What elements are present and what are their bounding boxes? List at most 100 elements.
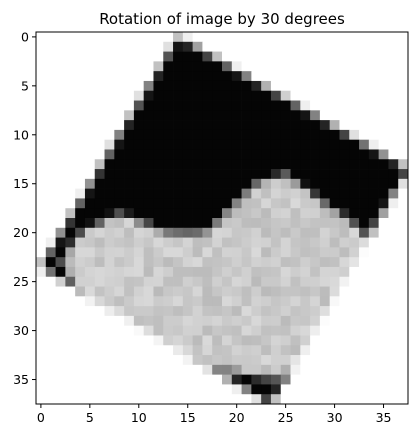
pixel-cell [153, 286, 164, 297]
pixel-cell [251, 110, 262, 121]
pixel-cell [182, 306, 193, 317]
pixel-cell [182, 325, 193, 336]
pixel-cell [349, 247, 360, 258]
pixel-cell [94, 394, 105, 405]
pixel-cell [378, 169, 389, 180]
pixel-cell [378, 286, 389, 297]
pixel-cell [104, 61, 115, 72]
pixel-cell [55, 188, 66, 199]
pixel-cell [270, 276, 282, 287]
pixel-cell [251, 32, 262, 43]
pixel-cell [329, 237, 340, 248]
pixel-cell [65, 227, 76, 238]
pixel-cell [290, 110, 301, 121]
pixel-cell [319, 100, 331, 111]
pixel-cell [368, 188, 379, 199]
pixel-cell [133, 120, 145, 131]
pixel-cell [300, 198, 311, 209]
pixel-cell [398, 159, 409, 170]
pixel-cell [163, 276, 174, 287]
pixel-cell [339, 335, 350, 346]
pixel-cell [231, 394, 242, 405]
pixel-cell [153, 208, 164, 219]
pixel-cell [388, 100, 399, 111]
pixel-cell [251, 325, 262, 336]
pixel-cell [212, 41, 223, 52]
pixel-cell [388, 218, 399, 229]
x-tick-label: 15 [180, 410, 196, 425]
pixel-cell [75, 227, 86, 238]
pixel-cell [300, 149, 311, 160]
pixel-cell [251, 266, 262, 278]
pixel-cell [398, 286, 409, 297]
pixel-cell [388, 120, 399, 131]
pixel-cell [290, 335, 301, 346]
pixel-cell [329, 355, 340, 366]
pixel-cell [124, 394, 135, 405]
pixel-cell [124, 139, 135, 150]
pixel-cell [388, 159, 399, 170]
pixel-cell [84, 286, 96, 297]
pixel-cell [241, 61, 252, 72]
pixel-cell [202, 296, 213, 307]
pixel-cell [182, 61, 193, 72]
pixel-cell [378, 100, 389, 111]
pixel-cell [329, 247, 340, 258]
pixel-cell [143, 208, 154, 219]
pixel-cell [182, 355, 193, 366]
pixel-cell [222, 208, 233, 219]
pixel-cell [202, 374, 213, 385]
pixel-cell [368, 90, 379, 101]
pixel-cell [36, 364, 47, 375]
pixel-cell [114, 110, 125, 121]
pixel-cell [36, 286, 47, 297]
pixel-cell [182, 374, 193, 385]
pixel-cell [202, 32, 213, 43]
pixel-cell [241, 296, 252, 307]
pixel-cell [378, 159, 389, 170]
pixel-cell [280, 306, 291, 317]
pixel-cell [270, 355, 282, 366]
pixel-cell [222, 325, 233, 336]
pixel-cell [339, 315, 350, 327]
pixel-cell [319, 237, 331, 248]
pixel-cell [270, 237, 282, 248]
pixel-cell [339, 120, 350, 131]
pixel-cell [290, 149, 301, 160]
pixel-cell [124, 178, 135, 189]
pixel-cell [329, 188, 340, 199]
pixel-cell [133, 208, 145, 219]
pixel-cell [192, 247, 203, 258]
pixel-cell [290, 315, 301, 327]
pixel-cell [65, 355, 76, 366]
pixel-cell [36, 178, 47, 189]
x-tick-label: 5 [86, 410, 94, 425]
pixel-cell [222, 364, 233, 375]
pixel-cell [388, 325, 399, 336]
pixel-cell [212, 237, 223, 248]
chart-title: Rotation of image by 30 degrees [99, 10, 345, 28]
pixel-cell [388, 198, 399, 209]
pixel-cell [94, 80, 105, 92]
pixel-cell [114, 355, 125, 366]
pixel-cell [300, 257, 311, 268]
pixel-cell [212, 296, 223, 307]
pixel-cell [300, 364, 311, 375]
pixel-cell [280, 129, 291, 141]
pixel-cell [133, 198, 145, 209]
pixel-cell [329, 110, 340, 121]
pixel-cell [270, 296, 282, 307]
pixel-cell [310, 198, 321, 209]
pixel-cell [261, 394, 272, 405]
pixel-cell [173, 355, 184, 366]
pixel-cell [368, 335, 379, 346]
pixel-cell [378, 227, 389, 238]
pixel-cell [192, 41, 203, 52]
pixel-cell [388, 355, 399, 366]
pixel-cell [114, 169, 125, 180]
pixel-cell [231, 32, 242, 43]
pixel-cell [104, 394, 115, 405]
pixel-cell [65, 315, 76, 327]
pixel-cell [398, 208, 409, 219]
pixel-cell [270, 41, 282, 52]
